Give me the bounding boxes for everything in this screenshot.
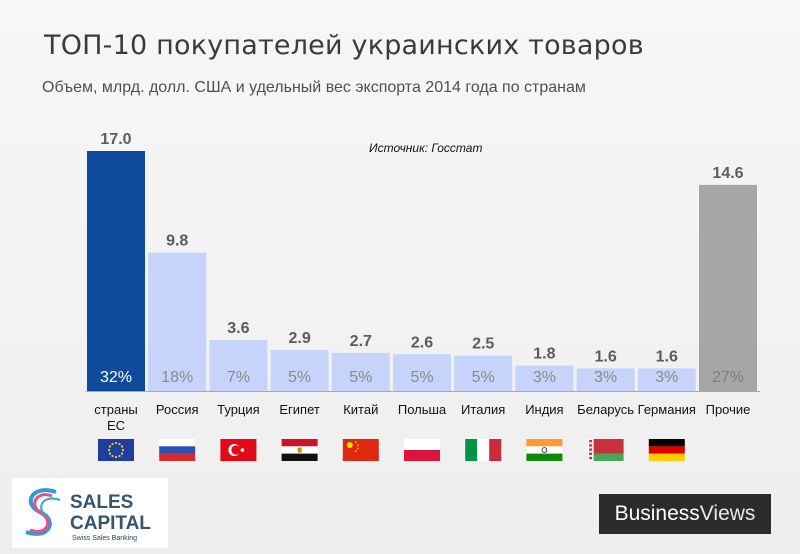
category-tick-label: Германия [638, 402, 696, 417]
eu-flag-icon [98, 439, 134, 461]
business-views-logo: BusinessViews [599, 494, 771, 534]
sales-capital-tagline: Swiss Sales Banking [72, 535, 137, 542]
category-tick-label: Китай [343, 402, 378, 417]
bar [576, 368, 635, 391]
business-views-part2: Views [699, 502, 756, 525]
bar-value-label: 2.7 [350, 333, 372, 350]
bar-value-label: 1.8 [533, 346, 555, 363]
bar-share-label: 3% [594, 369, 617, 386]
bar-value-label: 17.0 [100, 131, 131, 148]
bar-share-label: 5% [472, 369, 495, 386]
italy-flag-icon [465, 439, 502, 461]
bar [699, 184, 757, 391]
category-tick-label: Россия [156, 402, 199, 417]
bar-value-label: 14.6 [712, 165, 743, 182]
bar-value-label: 1.6 [594, 348, 616, 365]
bar [87, 151, 145, 391]
bar-share-label: 3% [533, 369, 556, 386]
bar [331, 352, 390, 391]
source-note: Источник: Госстат [369, 141, 483, 155]
bar-share-label: 7% [227, 369, 250, 386]
poland-flag-icon [404, 439, 440, 461]
bar-value-label: 2.9 [288, 330, 310, 347]
bar [515, 365, 574, 391]
category-tick-label: Турция [217, 402, 260, 417]
bar-share-label: 5% [288, 369, 311, 386]
bar-value-label: 3.6 [227, 320, 249, 337]
category-tick-label: Польша [398, 402, 447, 417]
chart-subtitle: Объем, млрд. долл. США и удельный вес эк… [42, 79, 586, 96]
sales-capital-name-line1: SALES [70, 492, 134, 513]
china-flag-icon [342, 439, 379, 461]
bar [637, 368, 696, 391]
sales-capital-name: SALES CAPITAL [70, 492, 151, 534]
sales-capital-logo: SALES CAPITAL Swiss Sales Banking [12, 478, 168, 548]
sales-capital-emblem-icon [25, 488, 61, 536]
category-tick-label: Прочие [706, 402, 751, 417]
bar-share-label: 27% [712, 369, 744, 386]
germany-flag-icon [648, 439, 685, 461]
sales-capital-name-line2: CAPITAL [70, 513, 151, 534]
bar-share-label: 5% [349, 369, 372, 386]
bar-share-label: 5% [410, 369, 433, 386]
category-tick-label: ЕС [107, 418, 125, 433]
egypt-flag-icon [281, 439, 318, 461]
bar-value-label: 9.8 [166, 233, 188, 250]
business-views-part1: Business [614, 502, 700, 525]
bar-share-label: 32% [100, 369, 132, 386]
bar [148, 252, 207, 391]
category-tick-label: Египет [279, 402, 320, 417]
bar-value-label: 2.6 [411, 334, 433, 351]
bar [393, 354, 451, 391]
bar-value-label: 1.6 [656, 348, 678, 365]
bar [209, 340, 268, 391]
category-tick-label: Италия [461, 402, 505, 417]
chart-title: ТОП-10 покупателей украинских товаров [44, 30, 644, 61]
bar-share-label: 18% [161, 369, 193, 386]
category-tick-label: страны [94, 402, 137, 417]
category-tick-label: Индия [525, 402, 563, 417]
turkey-flag-icon [220, 439, 257, 461]
category-tick-label: Беларусь [577, 402, 634, 417]
belarus-flag-icon [587, 439, 624, 461]
bar [270, 350, 329, 391]
bar-value-label: 2.5 [472, 336, 494, 353]
bar-share-label: 3% [655, 369, 678, 386]
india-flag-icon [526, 439, 563, 461]
bar [454, 355, 513, 391]
russia-flag-icon [159, 439, 196, 461]
